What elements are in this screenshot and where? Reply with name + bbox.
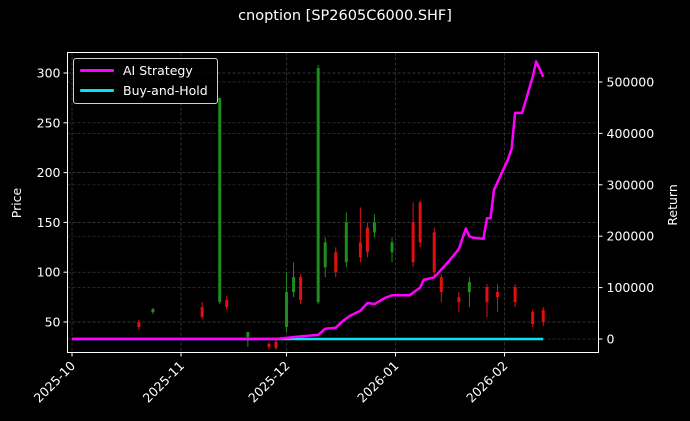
chart-title: cnoption [SP2605C6000.SHF] (238, 8, 452, 24)
svg-text:150: 150 (37, 215, 61, 230)
legend: AI Strategy Buy-and-Hold (73, 58, 218, 104)
svg-text:2025-10: 2025-10 (31, 358, 79, 406)
svg-text:2025-12: 2025-12 (245, 358, 293, 406)
svg-text:100: 100 (37, 265, 61, 280)
svg-text:50: 50 (45, 315, 61, 330)
svg-text:400000: 400000 (607, 126, 655, 141)
svg-text:300: 300 (37, 66, 61, 81)
svg-text:250: 250 (37, 115, 61, 130)
right-axis-label: Return (665, 184, 680, 225)
candlestick-series (137, 65, 545, 350)
legend-item-ai-strategy: AI Strategy (80, 61, 193, 79)
right-axis-ticks: 0 100000 200000 300000 400000 500000 (598, 75, 655, 347)
svg-text:2026-01: 2026-01 (354, 358, 402, 406)
svg-text:2025-11: 2025-11 (140, 358, 188, 406)
legend-label: AI Strategy (123, 62, 193, 78)
svg-text:300000: 300000 (607, 177, 655, 192)
svg-text:200: 200 (37, 165, 61, 180)
legend-label: Buy-and-Hold (123, 82, 208, 98)
legend-item-buy-and-hold: Buy-and-Hold (80, 81, 208, 99)
svg-text:200000: 200000 (607, 229, 655, 244)
svg-text:100000: 100000 (607, 280, 655, 295)
plot-frame (67, 52, 599, 353)
left-axis-ticks: 50 100 150 200 250 300 (37, 66, 68, 330)
ai-strategy-line (72, 60, 545, 341)
left-axis-label: Price (9, 187, 24, 218)
buy-and-hold-swatch-icon (80, 88, 114, 92)
svg-text:0: 0 (607, 332, 615, 347)
x-axis-ticks: 2025-10 2025-11 2025-12 2026-01 2026-02 (31, 352, 511, 406)
svg-text:2026-02: 2026-02 (463, 358, 511, 406)
svg-text:500000: 500000 (607, 75, 655, 90)
ai-strategy-swatch-icon (80, 68, 114, 72)
